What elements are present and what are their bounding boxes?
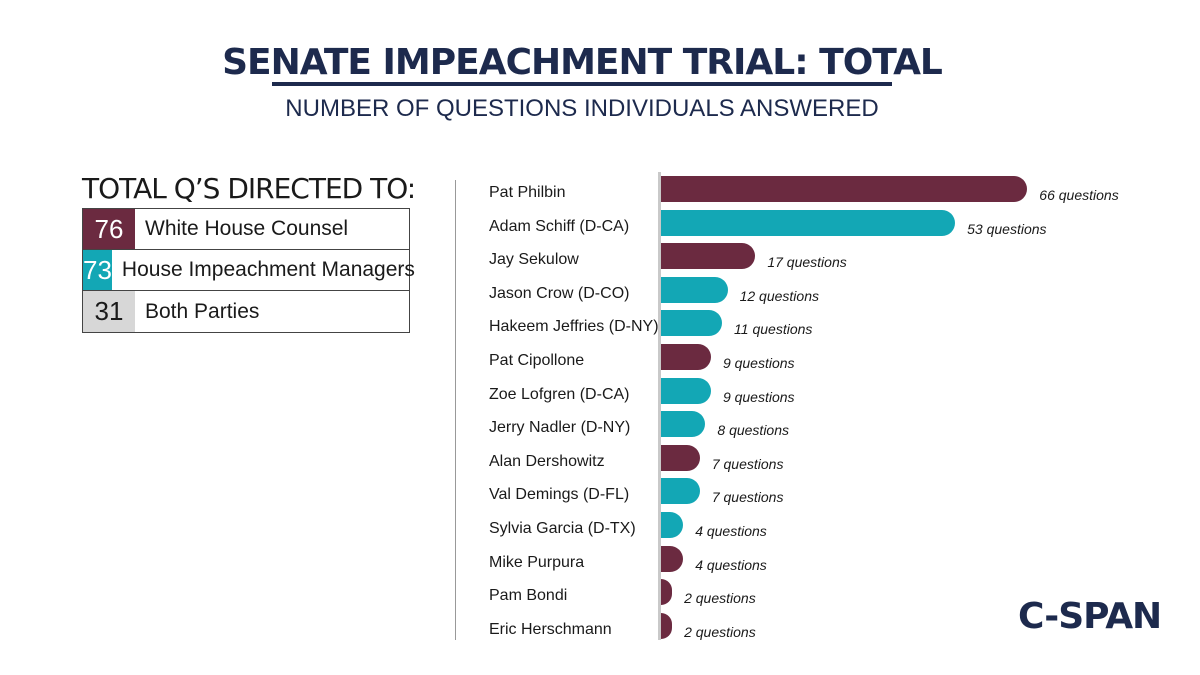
bar-value-val-demings-d-fl: 7 questions [711,489,784,506]
bar-value-pat-cipollone: 9 questions [722,355,795,371]
chart-title: SENATE IMPEACHMENT TRIAL: TOTAL [222,42,943,83]
bar-label-sylvia-garcia-d-tx: Sylvia Garcia (D-TX) [489,520,636,537]
bar-value-alan-dershowitz: 7 questions [711,455,784,472]
bar-eric-herschmann [661,612,673,639]
cspan-logo: C-SPAN [1018,596,1162,637]
bar-label-eric-herschmann: Eric Herschmann [489,620,612,638]
bar-label-jay-sekulow: Jay Sekulow [489,251,579,269]
title-underline [272,82,892,86]
bar-label-jason-crow-d-co: Jason Crow (D-CO) [489,284,630,302]
summary-table: 76 White House Counsel 73 House Impeachm… [82,208,415,333]
bar-label-pat-cipollone: Pat Cipollone [489,352,585,369]
bar-jay-sekulow [661,243,756,270]
bar-label-jerry-nadler-d-ny: Jerry Nadler (D-NY) [489,419,631,437]
section-divider [455,180,456,640]
bar-label-zoe-lofgren-d-ca: Zoe Lofgren (D-CA) [489,385,630,403]
bar-pat-philbin [661,176,1028,202]
summary-label-both-parties: Both Parties [145,299,260,323]
bar-value-pam-bondi: 2 questions [684,590,756,607]
bar-label-alan-dershowitz: Alan Dershowitz [489,452,605,470]
bar-value-adam-schiff-d-ca: 53 questions [967,220,1047,237]
bar-jerry-nadler-d-ny [661,411,706,438]
summary-heading: TOTAL Q’S DIRECTED TO: [82,172,416,205]
chart-axis-line [658,172,661,640]
bar-label-pam-bondi: Pam Bondi [489,587,568,605]
summary-count-house-managers: 73 [83,250,112,290]
bar-zoe-lofgren-d-ca [661,377,711,404]
bar-label-mike-purpura: Mike Purpura [489,553,585,571]
bar-label-hakeem-jeffries-d-ny: Hakeem Jeffries (D-NY) [489,318,659,336]
bar-sylvia-garcia-d-tx [661,512,684,538]
bar-value-pat-philbin: 66 questions [1039,187,1119,203]
bar-pam-bondi [661,579,673,606]
bar-value-hakeem-jeffries-d-ny: 11 questions [734,321,813,338]
bar-mike-purpura [661,545,684,572]
chart-subtitle: NUMBER OF QUESTIONS INDIVIDUALS ANSWERED [285,95,879,122]
bar-value-mike-purpura: 4 questions [695,556,767,573]
bar-pat-cipollone [661,344,711,370]
summary-label-white-house: White House Counsel [145,217,349,240]
summary-row-both-parties: 31 Both Parties [83,291,409,332]
bar-val-demings-d-fl [661,478,700,505]
bar-value-jerry-nadler-d-ny: 8 questions [717,422,789,439]
bar-hakeem-jeffries-d-ny [661,310,723,337]
bar-value-jason-crow-d-co: 12 questions [739,287,819,304]
summary-row-white-house: 76 White House Counsel [83,209,409,250]
bar-label-pat-philbin: Pat Philbin [489,184,566,201]
summary-count-both-parties: 31 [83,291,135,332]
bar-label-adam-schiff-d-ca: Adam Schiff (D-CA) [489,217,630,235]
summary-label-house-managers: House Impeachment Managers [121,258,415,281]
bar-value-sylvia-garcia-d-tx: 4 questions [695,523,767,539]
bar-alan-dershowitz [661,444,700,471]
bar-value-eric-herschmann: 2 questions [684,623,756,640]
bar-adam-schiff-d-ca [661,209,956,236]
bar-jason-crow-d-co [661,276,728,303]
bar-value-zoe-lofgren-d-ca: 9 questions [722,388,795,405]
bar-label-val-demings-d-fl: Val Demings (D-FL) [489,486,630,504]
summary-row-house-managers: 73 House Impeachment Managers [83,250,415,291]
summary-count-white-house: 76 [83,209,135,249]
bar-value-jay-sekulow: 17 questions [767,254,847,271]
